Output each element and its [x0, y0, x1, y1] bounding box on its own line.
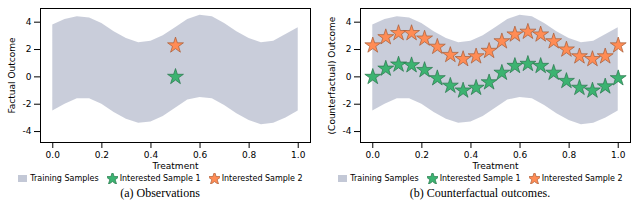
- html-text:Interested Sample 2: Interested Sample 2: [221, 173, 303, 183]
- html-text:Training Samples: Training Samples: [30, 173, 99, 183]
- svg-text:Treatment: Treatment: [152, 161, 199, 171]
- svg-text:1.0: 1.0: [291, 150, 306, 160]
- svg-text:Factual Outcome: Factual Outcome: [7, 37, 17, 113]
- html-text:(a) Observations: (a) Observations: [120, 186, 200, 200]
- html-text:Interested Sample 1: Interested Sample 1: [439, 173, 521, 183]
- svg-text:4: 4: [26, 17, 32, 27]
- svg-text:0.2: 0.2: [95, 150, 109, 160]
- svg-text:2: 2: [26, 44, 32, 54]
- svg-text:0.0: 0.0: [46, 150, 61, 160]
- svg-text:0.0: 0.0: [366, 150, 381, 160]
- html-text:Interested Sample 1: Interested Sample 1: [119, 173, 201, 183]
- svg-text:0: 0: [26, 72, 32, 82]
- html-text:Interested Sample 2: Interested Sample 2: [541, 173, 623, 183]
- svg-text:2: 2: [346, 44, 352, 54]
- svg-text:0.8: 0.8: [242, 150, 257, 160]
- svg-text:0.4: 0.4: [144, 150, 159, 160]
- svg-text:1.0: 1.0: [611, 150, 626, 160]
- svg-text:0.8: 0.8: [562, 150, 577, 160]
- svg-text:0: 0: [346, 72, 352, 82]
- svg-text:(Counterfactual) Outcome: (Counterfactual) Outcome: [327, 16, 337, 134]
- svg-text:-4: -4: [23, 126, 32, 136]
- svg-text:0.6: 0.6: [513, 150, 528, 160]
- svg-text:Treatment: Treatment: [472, 161, 519, 171]
- svg-text:4: 4: [346, 17, 352, 27]
- svg-text:-4: -4: [343, 126, 352, 136]
- svg-text:0.4: 0.4: [464, 150, 479, 160]
- svg-text:0.6: 0.6: [193, 150, 208, 160]
- html-text:Training Samples: Training Samples: [350, 173, 419, 183]
- svg-text:-2: -2: [343, 99, 352, 109]
- svg-text:-2: -2: [23, 99, 32, 109]
- html-text:(b) Counterfactual outcomes.: (b) Counterfactual outcomes.: [409, 186, 551, 200]
- svg-text:0.2: 0.2: [415, 150, 429, 160]
